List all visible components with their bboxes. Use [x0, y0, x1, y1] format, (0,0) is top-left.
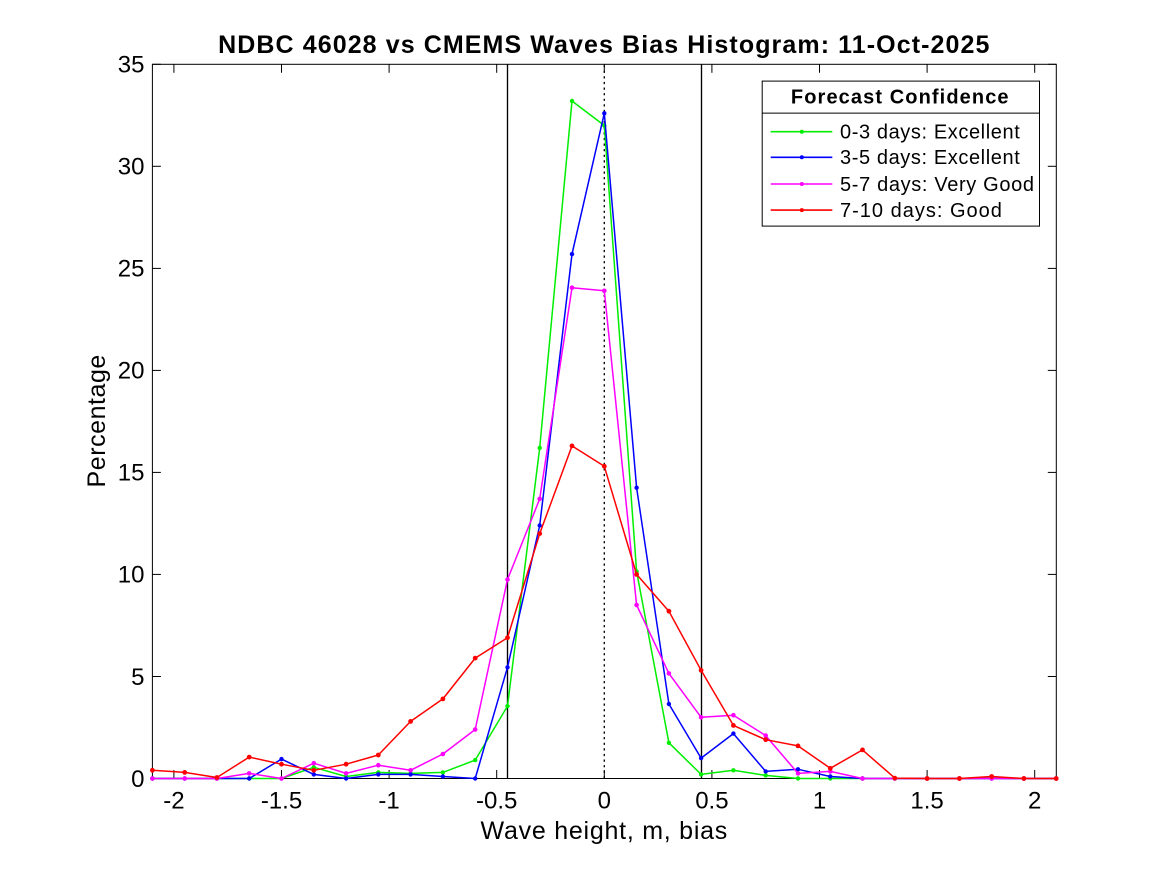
svg-text:2: 2 [1028, 788, 1041, 815]
svg-text:0: 0 [598, 788, 611, 815]
svg-text:35: 35 [118, 52, 145, 79]
svg-text:0.5: 0.5 [695, 788, 728, 815]
svg-text:1.5: 1.5 [910, 788, 943, 815]
svg-text:30: 30 [118, 154, 145, 181]
svg-text:15: 15 [118, 460, 145, 487]
svg-text:-1: -1 [378, 788, 399, 815]
svg-text:Forecast Confidence: Forecast Confidence [791, 86, 1010, 108]
svg-text:Percentage: Percentage [83, 354, 111, 487]
svg-text:25: 25 [118, 256, 145, 283]
svg-text:0-3 days: Excellent: 0-3 days: Excellent [840, 122, 1020, 144]
svg-text:-0.5: -0.5 [476, 788, 517, 815]
svg-text:3-5 days: Excellent: 3-5 days: Excellent [840, 147, 1020, 169]
svg-text:5: 5 [131, 664, 144, 691]
svg-text:10: 10 [118, 562, 145, 589]
svg-text:0: 0 [131, 766, 144, 793]
svg-text:NDBC 46028 vs CMEMS Waves Bias: NDBC 46028 vs CMEMS Waves Bias Histogram… [218, 31, 990, 59]
svg-text:-1.5: -1.5 [261, 788, 302, 815]
svg-text:5-7 days: Very Good: 5-7 days: Very Good [840, 174, 1035, 196]
svg-text:Wave height, m, bias: Wave height, m, bias [481, 817, 729, 845]
svg-text:1: 1 [813, 788, 826, 815]
svg-text:7-10 days: Good: 7-10 days: Good [840, 200, 1003, 222]
svg-text:-2: -2 [163, 788, 184, 815]
svg-text:20: 20 [118, 358, 145, 385]
